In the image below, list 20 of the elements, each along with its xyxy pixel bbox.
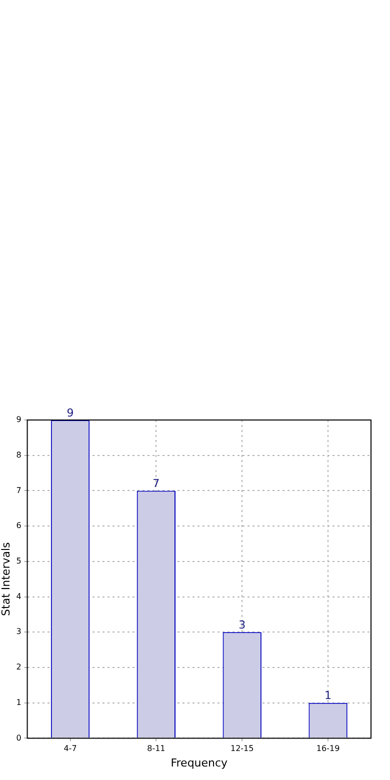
data-label: 1	[324, 689, 332, 702]
y-tick-label: 5	[16, 556, 22, 566]
y-tick-label: 1	[16, 698, 22, 707]
y-tick-label: 4	[16, 592, 22, 601]
y-tick-label: 0	[16, 733, 22, 742]
x-tick-label: 8-11	[147, 744, 166, 754]
x-tick-label: 16-19	[316, 744, 340, 754]
data-label: 3	[238, 618, 246, 632]
x-tick-label: 4-7	[64, 744, 77, 754]
y-tick-label: 3	[16, 627, 22, 636]
x-axis-title: Frequency	[170, 756, 228, 770]
x-tick-label: 12-15	[230, 744, 254, 754]
y-tick-label: 8	[16, 450, 22, 460]
y-tick-label: 6	[16, 521, 22, 530]
y-axis-title: Stat Intervals	[0, 542, 12, 616]
y-tick-label: 2	[16, 662, 22, 672]
data-label: 7	[152, 477, 160, 490]
data-label: 9	[66, 406, 74, 420]
y-tick-label: 9	[16, 415, 22, 424]
y-tick-label: 7	[16, 486, 22, 495]
